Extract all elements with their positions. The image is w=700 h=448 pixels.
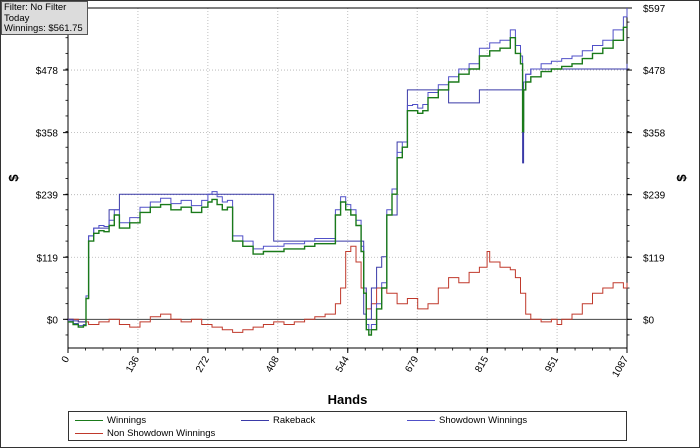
y-axis-title-right: $ — [674, 174, 689, 182]
y-tick-label-left: $119 — [36, 253, 58, 264]
y-tick-label-right: $239 — [643, 191, 666, 202]
legend-item-showdown-winnings: Showdown Winnings — [407, 415, 527, 426]
y-tick-label-left: $239 — [36, 191, 59, 202]
legend-item-rakeback: Rakeback — [241, 415, 315, 426]
filter-label: Filter: No Filter — [4, 2, 67, 13]
x-tick-label: 679 — [403, 354, 421, 374]
x-tick-label: 544 — [334, 354, 352, 374]
legend-label-showdown-winnings: Showdown Winnings — [439, 415, 528, 426]
x-tick-label: 815 — [473, 354, 491, 374]
x-tick-label: 408 — [264, 354, 282, 374]
grid — [68, 8, 627, 348]
x-tick-label: 272 — [194, 354, 212, 374]
y-axis-title-left: $ — [6, 174, 21, 182]
x-tick-label: 951 — [543, 354, 561, 374]
legend-label-non-showdown-winnings: Non Showdown Winnings — [107, 428, 216, 439]
legend-item-winnings: Winnings — [75, 415, 146, 426]
x-tick-label: 136 — [124, 354, 142, 374]
legend-item-non-showdown-winnings: Non Showdown Winnings — [75, 428, 215, 439]
legend-swatch-non-showdown-winnings — [75, 432, 103, 434]
period-label: Today — [4, 12, 30, 24]
y-tick-label-left: $358 — [36, 129, 59, 140]
legend-swatch-showdown-winnings — [407, 419, 435, 421]
legend: Winnings Rakeback Showdown Winnings Non … — [68, 411, 627, 441]
series-lines — [68, 8, 628, 336]
x-tick-label: 0 — [60, 354, 73, 365]
y-tick-label-right: $0 — [643, 315, 655, 326]
y-tick-label-right: $597 — [643, 4, 666, 15]
y-tick-label-right: $478 — [643, 66, 666, 77]
legend-swatch-winnings — [75, 419, 103, 421]
axis-labels: 0 136 272 408 544 679 815 951 1087 $0 $0 $119 $119 $2… — [6, 4, 689, 407]
winnings-label: Winnings: $561.75 — [4, 23, 83, 34]
series-line-rakeback — [68, 63, 628, 323]
y-tick-label-left: $0 — [47, 315, 59, 326]
legend-label-winnings: Winnings — [107, 415, 147, 426]
x-axis-title: Hands — [328, 392, 368, 407]
y-tick-label-right: $358 — [643, 129, 666, 140]
x-tick-label: 1087 — [610, 354, 631, 379]
series-line-winnings — [68, 26, 628, 336]
y-tick-label-left: $478 — [36, 66, 59, 77]
winnings-graph: 0 136 272 408 544 679 815 951 1087 $0 $0 $119 $119 $2… — [6, 4, 689, 407]
legend-label-rakeback: Rakeback — [273, 415, 316, 426]
legend-swatch-rakeback — [241, 419, 269, 421]
filter-info-box: Filter: No Filter Today Winnings: $561.7… — [1, 1, 88, 35]
y-tick-label-right: $119 — [643, 253, 665, 264]
